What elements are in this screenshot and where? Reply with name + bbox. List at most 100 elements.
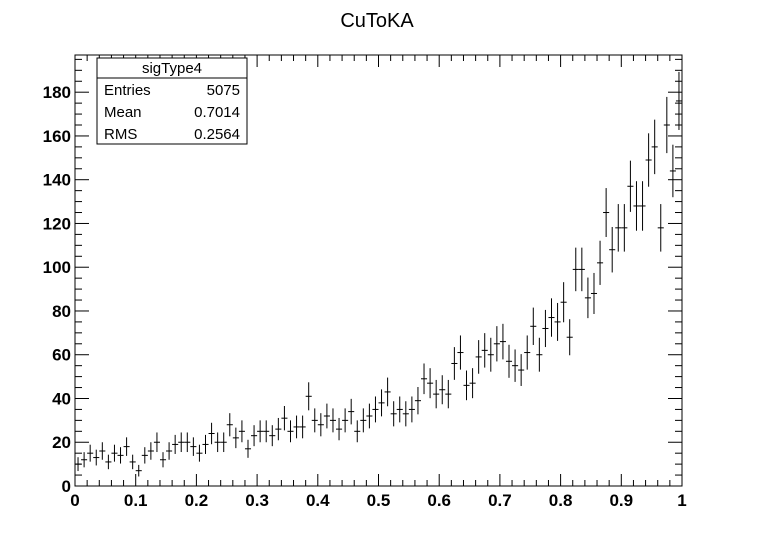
histogram-bin — [366, 403, 373, 429]
histogram-bin — [75, 457, 82, 472]
histogram-bin — [153, 432, 160, 453]
histogram-bin — [645, 133, 652, 187]
histogram-bin — [451, 347, 458, 380]
histogram-bin — [329, 408, 337, 433]
histogram-bin — [348, 398, 355, 425]
histogram-bin — [615, 204, 622, 252]
stats-rms-value: 0.2564 — [194, 126, 240, 143]
histogram-bin — [111, 444, 118, 462]
histogram-bin — [87, 444, 94, 462]
x-tick-label: 0.3 — [245, 491, 269, 510]
histogram-bin — [402, 401, 409, 427]
y-tick-label: 20 — [52, 433, 71, 452]
histogram-bin — [578, 247, 585, 292]
histogram-bin — [597, 240, 604, 285]
histogram-bin — [560, 282, 567, 323]
histogram-bin — [487, 337, 494, 372]
y-tick-label: 0 — [62, 477, 71, 496]
y-tick-label: 120 — [43, 214, 71, 233]
histogram-bin — [530, 307, 537, 345]
x-tick-label: 0.1 — [124, 491, 148, 510]
y-tick-label: 160 — [43, 127, 71, 146]
histogram-bin — [190, 437, 197, 456]
histogram-bin — [257, 420, 264, 443]
histogram-bin — [439, 375, 446, 405]
histogram-bin — [281, 405, 288, 431]
histogram-bin — [542, 309, 549, 348]
stats-rms-label: RMS — [104, 126, 137, 143]
histogram-bin — [621, 204, 628, 252]
histogram-bin — [141, 447, 148, 464]
histogram-bin — [481, 333, 488, 368]
histogram-bin — [129, 454, 136, 470]
x-tick-label: 0.4 — [306, 491, 330, 510]
histogram-bin — [675, 71, 682, 130]
histogram-bin — [287, 420, 294, 443]
histogram-bin — [390, 401, 397, 427]
histogram-bin — [657, 204, 664, 252]
histogram-bin — [172, 434, 179, 454]
histogram-bin — [184, 432, 191, 453]
stats-box-frame — [96, 57, 248, 145]
histogram-bin — [518, 354, 525, 386]
histogram-bin — [384, 377, 391, 407]
histogram-bin — [263, 420, 270, 443]
chart-title: CuToKA — [340, 10, 414, 32]
y-tick-label: 60 — [52, 346, 71, 365]
y-axis-ticks — [75, 58, 682, 487]
histogram-bin — [342, 408, 349, 433]
histogram-bin — [135, 464, 142, 477]
histogram-bin — [178, 432, 185, 453]
histogram-bin — [93, 449, 100, 466]
histogram-bin — [372, 396, 379, 423]
histogram-bin — [226, 413, 233, 437]
stats-mean-value: 0.7014 — [194, 104, 240, 121]
y-tick-label: 140 — [43, 171, 71, 190]
histogram-bin — [166, 442, 173, 460]
histogram-bin — [99, 442, 106, 460]
y-axis-labels: 0 20 40 60 80 100 120 140 160 180 — [43, 83, 71, 496]
stats-box: sigType4 Entries 5075 Mean 0.7014 RMS 0.… — [96, 57, 248, 145]
histogram-bin — [627, 160, 634, 212]
histogram-bin — [123, 437, 130, 456]
x-axis-labels: 0 0.1 0.2 0.3 0.4 0.5 0.6 0.7 0.8 0.9 1 — [70, 491, 686, 510]
histogram-bin — [396, 396, 403, 423]
histogram-bin — [214, 432, 221, 453]
x-tick-label: 0.9 — [609, 491, 633, 510]
histogram-bin — [275, 417, 282, 441]
histogram-bin — [572, 247, 579, 292]
histogram-bin — [584, 277, 591, 319]
histogram-bin — [663, 96, 670, 154]
histogram-bin — [354, 420, 361, 443]
histogram-bin — [609, 226, 616, 273]
histogram-bin — [639, 181, 646, 231]
histogram-bin — [414, 387, 421, 415]
x-tick-label: 0.6 — [427, 491, 451, 510]
histogram-bin — [603, 188, 610, 237]
x-tick-label: 0.8 — [549, 491, 573, 510]
histogram-bin — [336, 417, 343, 441]
x-tick-label: 0.7 — [488, 491, 512, 510]
x-tick-label: 0 — [70, 491, 79, 510]
stats-entries-value: 5075 — [207, 82, 240, 99]
histogram-bin — [311, 408, 318, 433]
histogram-bin — [196, 444, 203, 462]
histogram-bin — [512, 349, 519, 382]
histogram-bin — [378, 389, 385, 417]
histogram-bin — [493, 326, 500, 362]
histogram-bin — [269, 425, 276, 447]
histogram-bin — [566, 319, 573, 356]
x-tick-label: 1 — [677, 491, 686, 510]
histogram-bin — [251, 425, 258, 447]
histogram-bin — [548, 298, 555, 337]
histogram-bin — [633, 181, 640, 231]
histogram-bin — [293, 415, 300, 439]
histogram-bin — [475, 340, 482, 374]
stats-mean-label: Mean — [104, 104, 142, 121]
histogram-bin — [427, 368, 434, 399]
histogram-bin — [420, 363, 428, 395]
histogram-bin — [590, 272, 598, 314]
histogram-bin — [536, 337, 543, 372]
x-tick-label: 0.5 — [367, 491, 391, 510]
stats-box-title: sigType4 — [142, 60, 202, 77]
